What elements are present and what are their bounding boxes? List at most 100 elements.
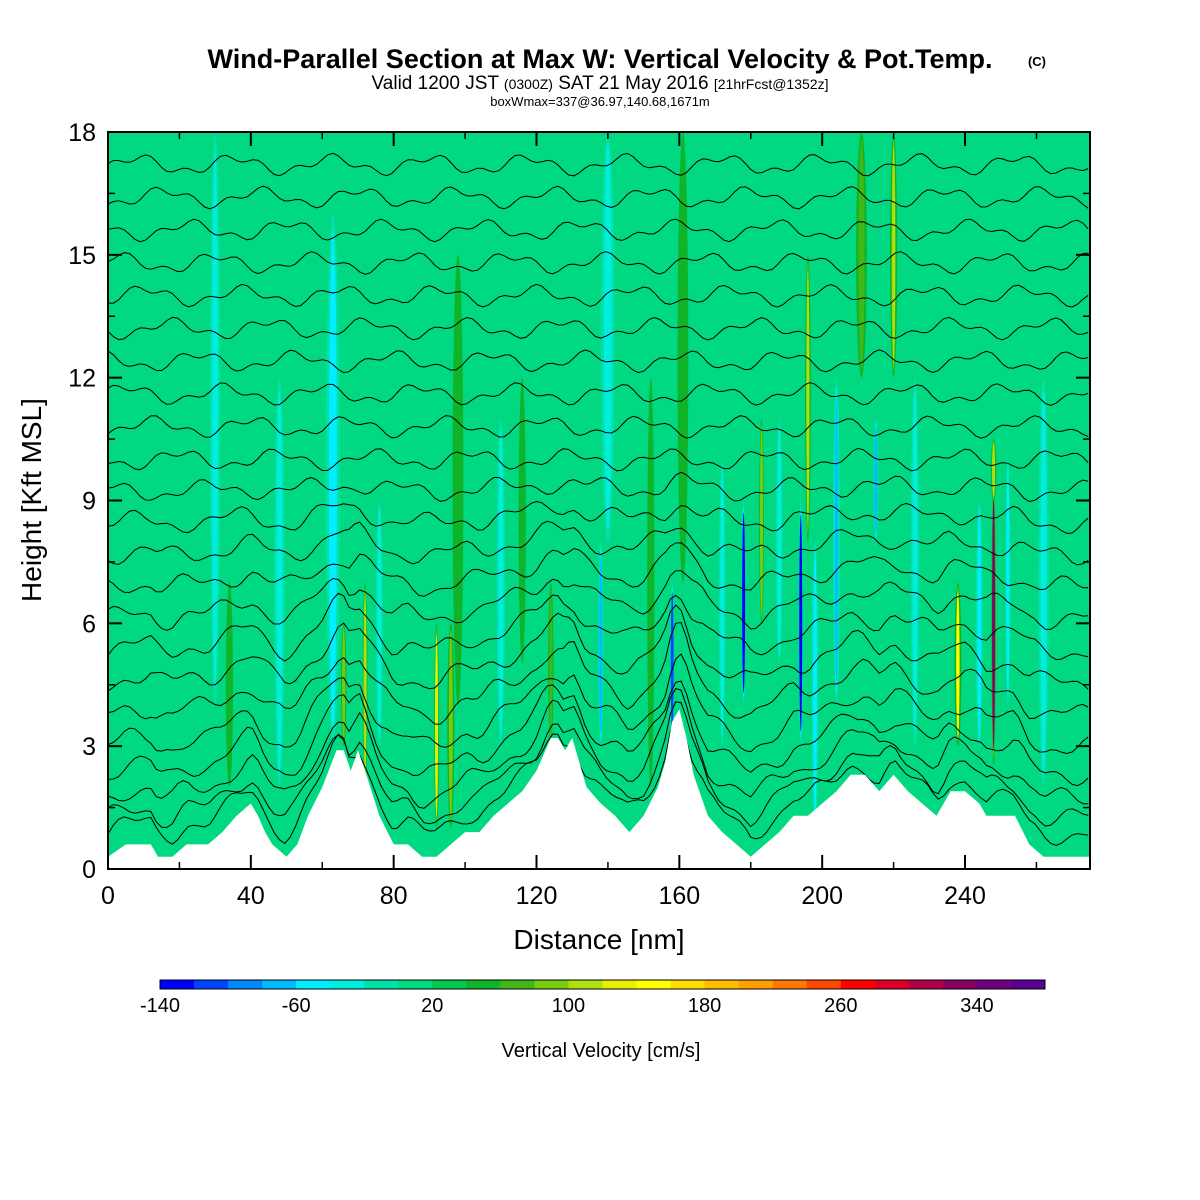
colorbar-swatch [466, 980, 501, 989]
velocity-streak [806, 272, 810, 525]
theta-contour [108, 687, 1089, 809]
velocity-streak [759, 430, 763, 612]
theta-contour [108, 604, 1089, 692]
colorbar-swatch [738, 980, 774, 989]
velocity-streak [670, 592, 674, 737]
x-tick-label: 40 [237, 882, 265, 910]
forecast-info: [21hrFcst@1352z] [714, 76, 829, 92]
chart-title: Wind-Parallel Section at Max W: Vertical… [208, 44, 993, 74]
velocity-streak [777, 433, 781, 650]
theta-contour [108, 349, 1089, 374]
colorbar-swatch [1010, 980, 1046, 989]
potential-temperature-contours [108, 152, 1089, 846]
velocity-streak [649, 402, 653, 763]
theta-contour [108, 680, 1089, 787]
theta-contour [108, 447, 1089, 472]
velocity-streak [913, 399, 917, 725]
velocity-streak [992, 497, 996, 750]
x-tick-label: 160 [658, 882, 700, 910]
colorbar-title: Vertical Velocity [cm/s] [502, 1040, 701, 1062]
valid-date: SAT 21 May 2016 [558, 73, 708, 94]
colorbar-swatch [228, 980, 263, 989]
velocity-streak [992, 442, 996, 497]
velocity-streak [520, 394, 524, 648]
velocity-streak [599, 553, 603, 734]
colorbar-swatch [942, 980, 978, 989]
colorbar-swatch [874, 980, 910, 989]
velocity-streak [435, 635, 439, 816]
x-tick-labels: 0 40 80 120 160 200 240 [101, 882, 986, 910]
y-tick-label: 0 [82, 856, 96, 884]
velocity-streak [977, 515, 981, 732]
colorbar-swatch [296, 980, 331, 989]
colorbar-swatch [568, 980, 603, 989]
colorbar-swatch [432, 980, 467, 989]
velocity-streak [330, 245, 335, 715]
colorbar-swatch [398, 980, 433, 989]
velocity-streak [277, 402, 281, 763]
theta-contour [108, 592, 1089, 662]
theta-contour [108, 621, 1089, 725]
colorbar-tick-label: 260 [824, 995, 857, 1017]
colorbar-swatch [364, 980, 399, 989]
colorbar-labels: -140 -60 20 100 180 260 340 [140, 995, 994, 1017]
theta-contour [108, 471, 1089, 503]
theta-contour [108, 185, 1089, 210]
colorbar-swatch [500, 980, 535, 989]
colorbar-tick-label: 100 [552, 995, 585, 1017]
copyright-mark: (C) [1028, 54, 1046, 69]
x-tick-label: 0 [101, 882, 115, 910]
velocity-streak [549, 592, 553, 737]
theta-contour [108, 415, 1089, 439]
colorbar-swatch [636, 980, 672, 989]
theta-contour [108, 316, 1089, 341]
colorbar-tick-label: -140 [140, 995, 180, 1017]
theta-contour [108, 218, 1089, 243]
valid-time-utc: (0300Z) [504, 76, 553, 92]
velocity-streak [742, 512, 746, 693]
colorbar-swatch [772, 980, 808, 989]
colorbar-outline [159, 979, 1046, 990]
x-tick-label: 120 [516, 882, 558, 910]
theta-contour [108, 500, 1089, 534]
colorbar-swatch [840, 980, 876, 989]
x-axis-label: Distance [nm] [513, 924, 684, 955]
velocity-streak [720, 476, 724, 729]
colorbar-tick-label: 180 [688, 995, 721, 1017]
valid-time-main: Valid 1200 JST [372, 73, 500, 94]
velocity-streak [363, 594, 367, 775]
colorbar-tick-label: 20 [421, 995, 443, 1017]
velocity-streak [377, 515, 381, 732]
velocity-streak [956, 592, 960, 737]
velocity-streak [227, 594, 231, 775]
plot-background [108, 132, 1090, 869]
velocity-streak [213, 166, 217, 671]
theta-contour [108, 701, 1089, 828]
y-tick-labels: 0 3 6 9 12 15 18 [68, 119, 96, 884]
theta-contour [108, 283, 1089, 308]
axis-ticks [107, 131, 1090, 870]
colorbar-tick-label: 340 [960, 995, 993, 1017]
x-tick-label: 240 [944, 882, 986, 910]
colorbar-swatch [262, 980, 297, 989]
colorbar-swatch [160, 980, 195, 989]
colorbar [159, 979, 1046, 990]
velocity-streak [799, 515, 803, 732]
velocity-streak [834, 397, 838, 686]
colorbar-swatch [976, 980, 1012, 989]
velocity-streak [456, 281, 460, 679]
box-wmax: boxWmax=337@36.97,140.68,1671m [490, 94, 710, 109]
x-tick-label: 200 [801, 882, 843, 910]
colorbar-swatch [704, 980, 740, 989]
colorbar-swatch [806, 980, 842, 989]
plot-area [108, 132, 1090, 869]
velocity-streak [874, 425, 878, 535]
theta-contour [108, 520, 1089, 566]
y-axis-label: Height [Kft MSL] [16, 398, 47, 602]
velocity-streak [499, 438, 503, 727]
y-tick-label: 12 [68, 365, 96, 393]
theta-contour [108, 653, 1089, 755]
y-tick-label: 6 [82, 610, 96, 638]
velocity-streak [1042, 402, 1046, 763]
